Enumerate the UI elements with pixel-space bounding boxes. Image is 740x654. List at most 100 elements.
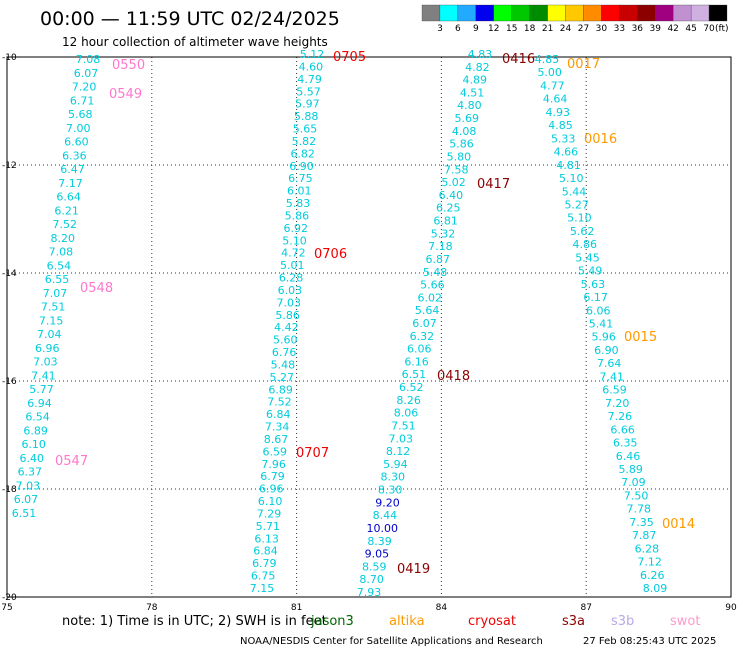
- swh-value: 6.59: [263, 445, 288, 458]
- swh-value: 5.10: [282, 234, 307, 247]
- colorbar-swatch: [475, 4, 494, 22]
- swh-value: 7.09: [621, 476, 646, 489]
- swh-value: 6.82: [290, 147, 315, 160]
- swh-value: 7.12: [637, 556, 662, 569]
- swh-value: 6.84: [253, 545, 278, 558]
- swh-value: 6.54: [47, 259, 72, 272]
- swh-value: 7.52: [267, 396, 292, 409]
- swh-value: 7.07: [43, 287, 68, 300]
- swh-value: 4.85: [535, 53, 560, 66]
- swh-value: 4.89: [462, 74, 487, 87]
- colorbar-label: 45: [685, 24, 696, 34]
- lon-tick-label: 87: [580, 603, 591, 613]
- lon-tick-label: 75: [1, 603, 12, 613]
- swh-value: 5.27: [564, 198, 589, 211]
- swh-value: 7.15: [39, 314, 64, 327]
- colorbar-swatch: [493, 4, 512, 22]
- legend-cryosat: cryosat: [468, 614, 516, 629]
- swh-value: 8.30: [378, 484, 403, 497]
- swh-value: 6.07: [74, 67, 99, 80]
- swh-value: 6.46: [616, 450, 641, 463]
- swh-value: 5.12: [300, 48, 325, 61]
- swh-value: 5.97: [295, 98, 320, 111]
- swh-value: 5.80: [447, 150, 472, 163]
- pass-time-label: 0705: [333, 50, 366, 65]
- swh-value: 5.33: [551, 132, 576, 145]
- swh-value: 7.03: [33, 356, 58, 369]
- swh-value: 7.51: [391, 419, 416, 432]
- swh-value: 4.64: [543, 93, 568, 106]
- swh-value: 6.94: [27, 397, 52, 410]
- colorbar-unit: (ft): [715, 24, 729, 34]
- swh-value: 8.09: [643, 582, 668, 595]
- swh-value: 4.72: [281, 247, 306, 260]
- swh-value: 7.20: [72, 81, 97, 94]
- pass-labels: 0550 0549 0548 0547 0705 0706 0707 0416 0417 0418…: [55, 50, 695, 577]
- swh-value: 6.28: [635, 542, 660, 555]
- swh-value: 5.96: [591, 331, 616, 344]
- swh-value: 5.62: [570, 225, 595, 238]
- swh-value: 5.49: [578, 265, 603, 278]
- swh-value: 4.51: [460, 86, 485, 99]
- swh-value: 4.60: [299, 60, 324, 73]
- satellite-tracks: 7.086.077.206.715.687.006.606.366.477.17…: [12, 48, 668, 599]
- swh-value: 8.59: [362, 560, 387, 573]
- colorbar-label: 27: [578, 24, 589, 34]
- swh-value: 6.64: [56, 191, 81, 204]
- swh-value: 5.60: [273, 334, 298, 347]
- swh-value: 7.29: [257, 507, 282, 520]
- swh-value: 7.35: [629, 516, 654, 529]
- lat-tick-label: -16: [2, 377, 17, 387]
- color-scale-bar: 3 6 9 12 15 18 21 24 27 30 33 36 39 42 45 70: [421, 4, 728, 34]
- swh-value: 7.41: [31, 369, 56, 382]
- swh-value: 5.89: [618, 463, 643, 476]
- swh-value: 5.10: [559, 172, 584, 185]
- swh-value: 7.58: [444, 163, 469, 176]
- colorbar-swatch: [565, 4, 584, 22]
- swh-value: 7.04: [37, 328, 62, 341]
- legend-s3b: s3b: [611, 614, 634, 629]
- pass-time-label: 0015: [624, 330, 657, 345]
- swh-value: 5.32: [431, 227, 456, 240]
- swh-value: 6.02: [418, 291, 443, 304]
- pass-time-label: 0014: [662, 517, 695, 532]
- colorbar-label: 24: [560, 24, 572, 34]
- colorbar-swatch: [655, 4, 674, 22]
- swh-value: 5.01: [280, 259, 305, 272]
- swh-value: 6.25: [436, 202, 461, 215]
- colorbar-swatch: [601, 4, 620, 22]
- swh-value: 8.39: [367, 535, 392, 548]
- swh-value: 5.86: [285, 209, 310, 222]
- swh-value: 6.90: [289, 160, 314, 173]
- swh-value: 6.06: [586, 304, 611, 317]
- lon-tick-label: 78: [146, 603, 158, 613]
- swh-value: 6.51: [12, 507, 37, 520]
- pass-time-label: 0418: [437, 369, 470, 384]
- footer-timestamp: 27 Feb 08:25:43 UTC 2025: [583, 636, 716, 647]
- swh-value: 6.52: [399, 381, 424, 394]
- swh-value: 7.17: [58, 177, 83, 190]
- swh-value: 8.44: [373, 509, 398, 522]
- pass-time-label: 0417: [477, 177, 510, 192]
- swh-value: 7.03: [16, 479, 41, 492]
- swh-value: 5.45: [575, 251, 600, 264]
- swh-value: 5.00: [537, 66, 562, 79]
- colorbar-label: 12: [488, 24, 499, 34]
- colorbar-label: 70: [703, 24, 715, 34]
- colorbar-swatch: [511, 4, 530, 22]
- swh-value: 5.77: [29, 383, 54, 396]
- swh-value: 6.21: [54, 204, 79, 217]
- swh-value: 6.07: [412, 317, 437, 330]
- swh-value: 6.16: [404, 355, 429, 368]
- colorbar-label: 6: [455, 24, 461, 34]
- swh-value: 4.82: [465, 61, 490, 74]
- swh-value: 6.84: [266, 408, 291, 421]
- pass-time-label: 0547: [55, 454, 88, 469]
- swh-value: 6.75: [251, 570, 276, 583]
- legend-jason3: jason3: [310, 614, 354, 629]
- swh-value: 5.86: [449, 138, 474, 151]
- swh-value: 6.79: [252, 557, 277, 570]
- swh-value: 6.10: [21, 438, 46, 451]
- colorbar-swatch: [708, 4, 728, 22]
- swh-value: 4.79: [297, 73, 322, 86]
